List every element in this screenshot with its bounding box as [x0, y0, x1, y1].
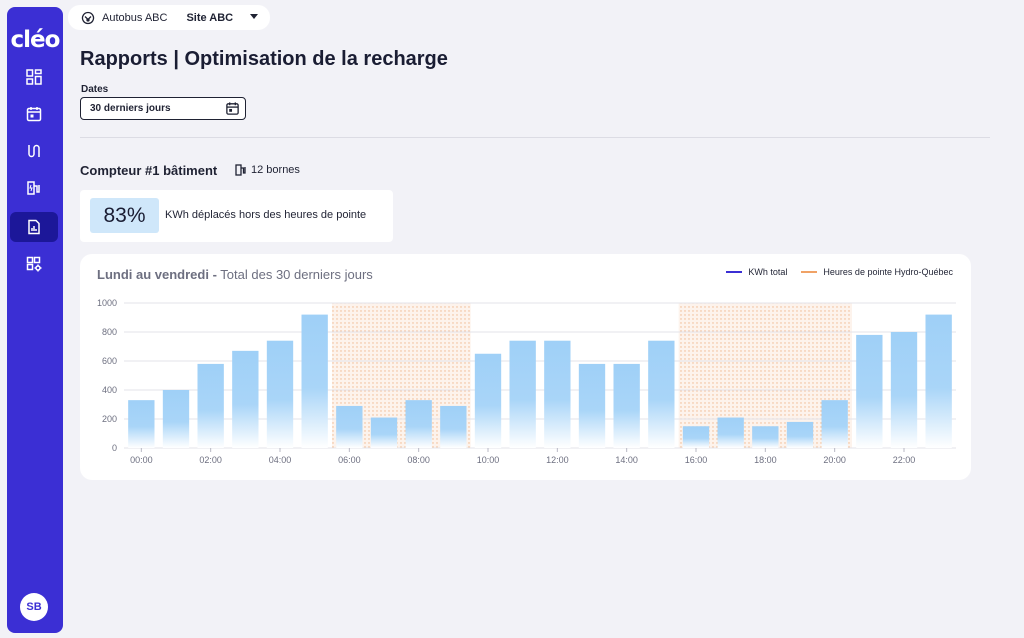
nav-chargers[interactable]	[10, 173, 58, 203]
chart-bar	[544, 340, 571, 448]
x-tick-label: 20:00	[823, 455, 846, 465]
chart-bar	[717, 417, 744, 448]
chargers-count-label: 12 bornes	[251, 164, 300, 176]
chart-bar	[682, 426, 710, 448]
x-tick-label: 04:00	[269, 455, 292, 465]
kpi-label: KWh déplacés hors des heures de pointe	[165, 209, 367, 221]
nav-reports[interactable]	[10, 212, 58, 242]
legend-kwh: KWh total	[726, 267, 787, 277]
x-tick-label: 14:00	[615, 455, 638, 465]
sidebar: cléo SB	[7, 7, 63, 633]
page-title: Rapports | Optimisation de la recharge	[80, 48, 448, 70]
y-tick-label: 400	[102, 385, 117, 395]
chargers-count: 12 bornes	[234, 163, 300, 177]
section-divider	[80, 137, 990, 138]
legend-kwh-swatch	[726, 271, 743, 273]
legend-kwh-label: KWh total	[748, 267, 788, 277]
kpi-value: 83%	[90, 198, 159, 233]
chart-legend: KWh total Heures de pointe Hydro-Québec	[712, 267, 953, 277]
chart-bar	[301, 314, 328, 448]
chart-bar	[578, 363, 606, 448]
nav-settings[interactable]	[10, 249, 58, 279]
chart-card: 0 200 400 600 800 1000 00:00 02:00 04:00 06:00 08…	[80, 254, 971, 480]
x-tick-label: 18:00	[754, 455, 777, 465]
chart-bar	[925, 314, 952, 448]
chart-bar	[890, 332, 918, 448]
legend-peak-swatch	[801, 271, 818, 273]
y-tick-label: 0	[112, 443, 117, 453]
meter-title: Compteur #1 bâtiment	[80, 163, 218, 178]
chart-bar	[856, 334, 883, 448]
chart-bar	[232, 350, 259, 448]
x-tick-label: 16:00	[685, 455, 708, 465]
chevron-down-icon	[250, 14, 258, 19]
x-tick-label: 06:00	[338, 455, 361, 465]
kpi-card: 83% KWh déplacés hors des heures de poin…	[80, 190, 393, 242]
chart-title: Lundi au vendredi - Total des 30 dernier…	[97, 267, 373, 282]
chart-title-rest: Total des 30 derniers jours	[220, 267, 373, 282]
x-tick-label: 08:00	[407, 455, 430, 465]
settings-icon	[26, 256, 42, 272]
x-tick-label: 00:00	[130, 455, 153, 465]
chart-bar	[128, 400, 155, 448]
calendar-icon	[26, 107, 42, 122]
organization-icon	[81, 11, 95, 24]
chart-bar	[509, 340, 536, 448]
charger-icon	[235, 164, 246, 176]
chart-bar	[266, 340, 294, 448]
nav-calendar[interactable]	[10, 99, 58, 129]
nav-dashboard[interactable]	[10, 62, 58, 92]
chart-bar	[474, 353, 502, 448]
user-avatar[interactable]: SB	[20, 593, 48, 621]
x-tick-label: 02:00	[199, 455, 222, 465]
charger-icon	[27, 181, 40, 195]
chart-bar	[821, 400, 848, 448]
x-tick-label: 22:00	[893, 455, 916, 465]
chart-bar	[405, 400, 432, 448]
nav-routes[interactable]	[10, 136, 58, 166]
kwh-chart: 0 200 400 600 800 1000 00:00 02:00 04:00 06:00 08…	[97, 298, 956, 465]
chart-title-bold: Lundi au vendredi -	[97, 267, 217, 282]
route-icon	[28, 144, 40, 158]
chart-bar	[613, 363, 640, 448]
legend-peak: Heures de pointe Hydro-Québec	[801, 267, 953, 277]
legend-peak-label: Heures de pointe Hydro-Québec	[823, 267, 953, 277]
chart-bar	[648, 340, 675, 448]
chart-bar	[440, 405, 467, 448]
y-tick-label: 800	[102, 327, 117, 337]
calendar-icon	[226, 102, 239, 115]
chart-bar	[786, 421, 814, 448]
site-name: Site ABC	[186, 11, 234, 24]
reports-icon	[28, 219, 40, 235]
cleo-logo: cléo	[10, 27, 61, 53]
y-tick-label: 1000	[97, 298, 117, 308]
chart-bar	[370, 417, 398, 448]
chart-bar	[162, 390, 190, 448]
y-tick-label: 200	[102, 414, 117, 424]
chart-bar	[752, 426, 779, 448]
date-range-select[interactable]: 30 derniers jours	[80, 97, 246, 120]
dashboard-icon	[26, 69, 42, 85]
dates-label: Dates	[81, 84, 109, 95]
x-tick-label: 12:00	[546, 455, 569, 465]
x-tick-label: 10:00	[477, 455, 500, 465]
y-tick-label: 600	[102, 356, 117, 366]
chart-bar	[197, 363, 224, 448]
chart-bar	[336, 405, 363, 448]
site-selector[interactable]: Autobus ABC Site ABC	[68, 5, 270, 30]
organization-name: Autobus ABC	[102, 11, 168, 24]
date-range-value: 30 derniers jours	[90, 103, 171, 114]
